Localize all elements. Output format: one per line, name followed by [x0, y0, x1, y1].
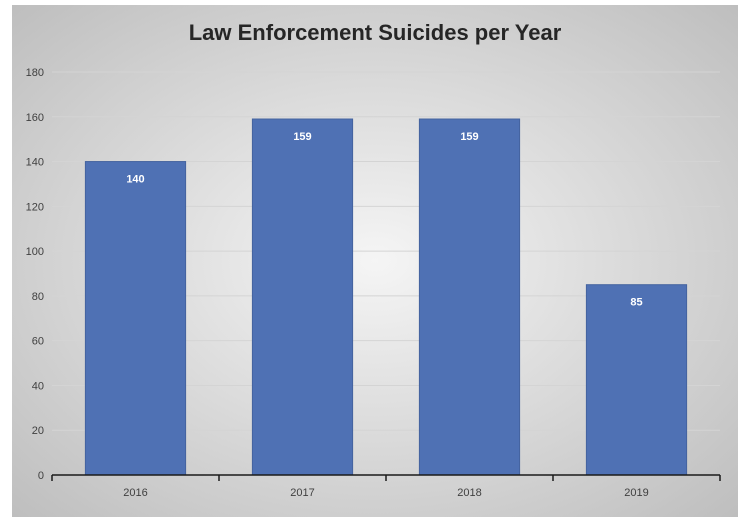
y-tick-label: 100: [26, 246, 44, 258]
x-tick-label: 2019: [624, 487, 648, 499]
data-label: 85: [630, 297, 642, 309]
bar-2017: [251, 118, 354, 476]
labels: 0 20 40 60 80 100 120 140 160 180 140 2016 159 2017 15…: [26, 67, 649, 499]
y-tick-label: 160: [26, 112, 44, 124]
axes: [51, 474, 721, 481]
data-label: 159: [460, 131, 478, 143]
bar-2019: [585, 284, 688, 476]
bar-2016: [84, 161, 187, 476]
y-tick-label: 80: [32, 291, 44, 303]
y-tick-label: 0: [38, 470, 44, 482]
data-label: 159: [293, 131, 311, 143]
y-tick-label: 40: [32, 380, 44, 392]
x-tick-label: 2016: [123, 487, 147, 499]
y-tick-label: 60: [32, 336, 44, 348]
y-tick-label: 180: [26, 67, 44, 79]
data-label: 140: [126, 174, 144, 186]
chart-title: Law Enforcement Suicides per Year: [189, 20, 562, 45]
x-tick-label: 2017: [290, 487, 314, 499]
y-tick-label: 140: [26, 157, 44, 169]
y-tick-label: 20: [32, 425, 44, 437]
bar-2018: [418, 118, 521, 476]
y-tick-label: 120: [26, 201, 44, 213]
x-tick-label: 2018: [457, 487, 481, 499]
bars: [84, 118, 688, 476]
